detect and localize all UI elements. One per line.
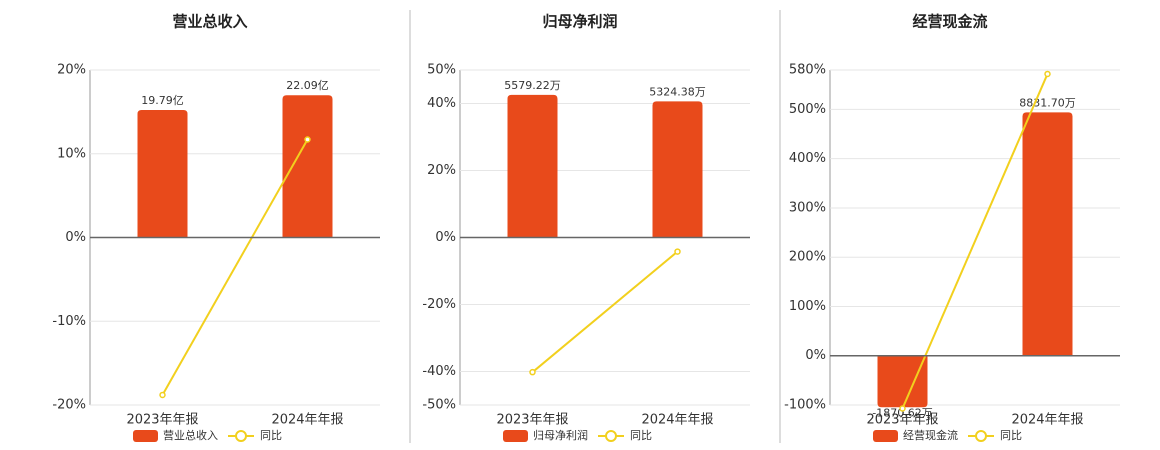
- chart-title: 经营现金流: [912, 13, 987, 31]
- y-tick-label: 10%: [57, 146, 86, 161]
- y-tick-label: 20%: [427, 163, 456, 178]
- legend-symbol: [503, 430, 528, 442]
- line: [161, 139, 309, 396]
- y-tick-label: 300%: [789, 200, 826, 215]
- legend-label: 归母净利润: [533, 428, 588, 442]
- bar: [282, 95, 333, 238]
- x-tick-label: 2023年年报: [496, 413, 568, 428]
- bar: [1022, 112, 1073, 356]
- legend-label: 同比: [630, 429, 652, 442]
- chart-title: 营业总收入: [172, 13, 247, 31]
- bar: [507, 94, 558, 238]
- y-tick-label: 580%: [789, 63, 826, 78]
- y-tick-label: 200%: [789, 250, 826, 265]
- y-tick-label: -20%: [52, 398, 86, 413]
- legend-label: 经营现金流: [903, 428, 958, 442]
- line-point: [529, 368, 536, 376]
- line-point: [304, 136, 311, 143]
- x-tick-label: 2024年年报: [271, 413, 343, 428]
- x-tick-label: 2024年年报: [1011, 413, 1083, 428]
- legend-symbol: [975, 430, 987, 442]
- legend-symbol: [235, 430, 247, 442]
- y-tick-label: 0%: [435, 230, 456, 245]
- line-point: [899, 405, 906, 412]
- y-tick-label: -40%: [422, 364, 456, 379]
- line: [901, 73, 1049, 409]
- value-label: 8831.70万: [1019, 96, 1076, 109]
- value-label: 5579.22万: [504, 79, 561, 92]
- bar: [137, 110, 188, 238]
- legend-symbol: [133, 430, 158, 442]
- value-label: 22.09亿: [286, 79, 329, 92]
- value-label: 5324.38万: [649, 85, 706, 98]
- line: [531, 250, 679, 373]
- legend-symbol: [873, 430, 898, 442]
- legend-label: 营业总收入: [163, 428, 218, 442]
- y-tick-label: 20%: [57, 63, 86, 78]
- line-point: [1044, 70, 1051, 78]
- y-tick-label: 0%: [65, 230, 86, 245]
- y-tick-label: -50%: [422, 398, 456, 413]
- y-tick-label: 400%: [789, 151, 826, 166]
- y-tick-label: -10%: [52, 314, 86, 329]
- value-label: 19.79亿: [141, 94, 184, 107]
- legend-symbol: [605, 430, 617, 442]
- x-tick-label: 2023年年报: [866, 413, 938, 428]
- line-point: [159, 391, 166, 399]
- y-tick-label: 100%: [789, 299, 826, 314]
- legend-label: 同比: [260, 429, 282, 442]
- chart-title: 归母净利润: [542, 13, 617, 31]
- y-tick-label: -20%: [422, 297, 456, 312]
- y-tick-label: 500%: [789, 102, 826, 117]
- y-tick-label: 50%: [427, 63, 456, 78]
- bar: [877, 355, 928, 408]
- y-tick-label: -100%: [784, 398, 826, 413]
- legend-label: 同比: [1000, 429, 1022, 442]
- y-tick-label: 0%: [805, 348, 826, 363]
- y-tick-label: 40%: [427, 96, 456, 111]
- x-tick-label: 2023年年报: [126, 413, 198, 428]
- line-point: [674, 248, 681, 255]
- value-label: -1870.62万: [872, 406, 932, 419]
- x-tick-label: 2024年年报: [641, 413, 713, 428]
- bar: [652, 101, 703, 238]
